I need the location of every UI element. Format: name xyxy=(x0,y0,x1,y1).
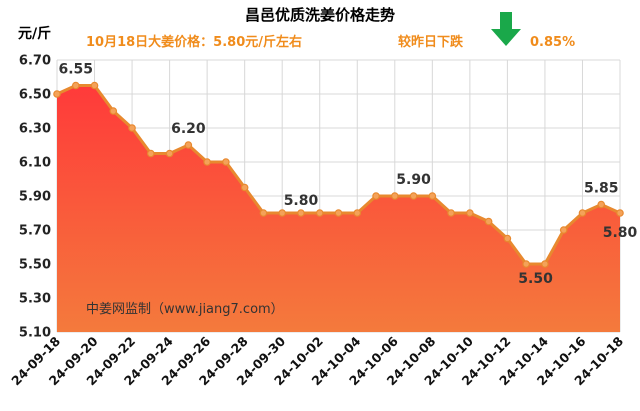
data-point xyxy=(90,81,99,90)
data-point xyxy=(259,209,268,217)
data-point xyxy=(184,141,193,149)
data-point xyxy=(53,90,61,98)
y-tick-label: 6.50 xyxy=(19,88,51,103)
x-axis-ticks: 24-09-1824-09-2024-09-2224-09-2424-09-26… xyxy=(8,333,626,388)
y-tick-label: 5.90 xyxy=(19,190,51,205)
data-label: 5.85 xyxy=(584,181,619,197)
data-point xyxy=(334,209,343,217)
data-point xyxy=(447,209,455,217)
y-axis-ticks: 5.10 5.30 5.50 5.70 5.90 6.10 6.30 6.50 6.70 xyxy=(19,54,51,341)
data-point xyxy=(203,158,211,166)
watermark-text: 中姜网监制（www.jiang7.com） xyxy=(86,302,284,317)
data-point xyxy=(503,234,512,243)
data-point xyxy=(165,149,174,158)
data-point xyxy=(466,209,474,217)
change-percent: 0.85% xyxy=(530,35,575,50)
chart-title: 昌邑优质洗姜价格走势 xyxy=(245,6,395,24)
y-tick-label: 5.50 xyxy=(19,258,51,273)
change-info: 较昨日下跌 xyxy=(398,34,464,50)
data-point xyxy=(278,209,287,217)
data-labels-layer: 6.55 6.20 5.80 5.90 5.50 5.85 5.80 xyxy=(58,62,637,288)
data-point xyxy=(315,209,324,217)
y-tick-label: 5.30 xyxy=(19,292,51,307)
data-label: 5.50 xyxy=(518,271,553,287)
data-point xyxy=(128,124,136,132)
data-point xyxy=(353,209,362,217)
points-layer xyxy=(53,81,624,268)
area-fill-layer xyxy=(57,85,620,332)
data-point xyxy=(390,192,399,200)
y-tick-label: 6.10 xyxy=(19,156,51,171)
data-point xyxy=(222,158,230,166)
data-point xyxy=(597,200,606,209)
data-point xyxy=(541,260,549,268)
data-label: 5.80 xyxy=(603,225,638,241)
data-label: 5.90 xyxy=(396,172,431,188)
data-label: 5.80 xyxy=(284,193,319,209)
y-axis-unit: 元/斤 xyxy=(18,25,51,42)
data-point xyxy=(428,192,437,200)
data-point xyxy=(409,192,418,200)
data-point xyxy=(484,217,493,226)
down-arrow-icon xyxy=(491,12,521,46)
data-point xyxy=(372,192,380,200)
y-tick-label: 5.10 xyxy=(19,326,51,341)
data-point xyxy=(616,209,624,217)
data-point xyxy=(522,260,530,268)
data-point xyxy=(240,183,249,192)
data-point xyxy=(71,81,80,90)
data-point xyxy=(147,149,155,158)
y-tick-label: 6.30 xyxy=(19,122,51,137)
data-point xyxy=(109,107,118,115)
data-point xyxy=(297,209,305,217)
area-fill xyxy=(57,85,620,332)
price-info: 10月18日大姜价格：5.80元/斤左右 xyxy=(86,34,302,50)
data-point xyxy=(578,209,587,217)
data-label: 6.20 xyxy=(171,121,206,137)
data-label: 6.55 xyxy=(58,62,93,78)
y-tick-label: 5.70 xyxy=(19,224,51,239)
y-tick-label: 6.70 xyxy=(19,54,51,69)
data-point xyxy=(559,226,568,234)
